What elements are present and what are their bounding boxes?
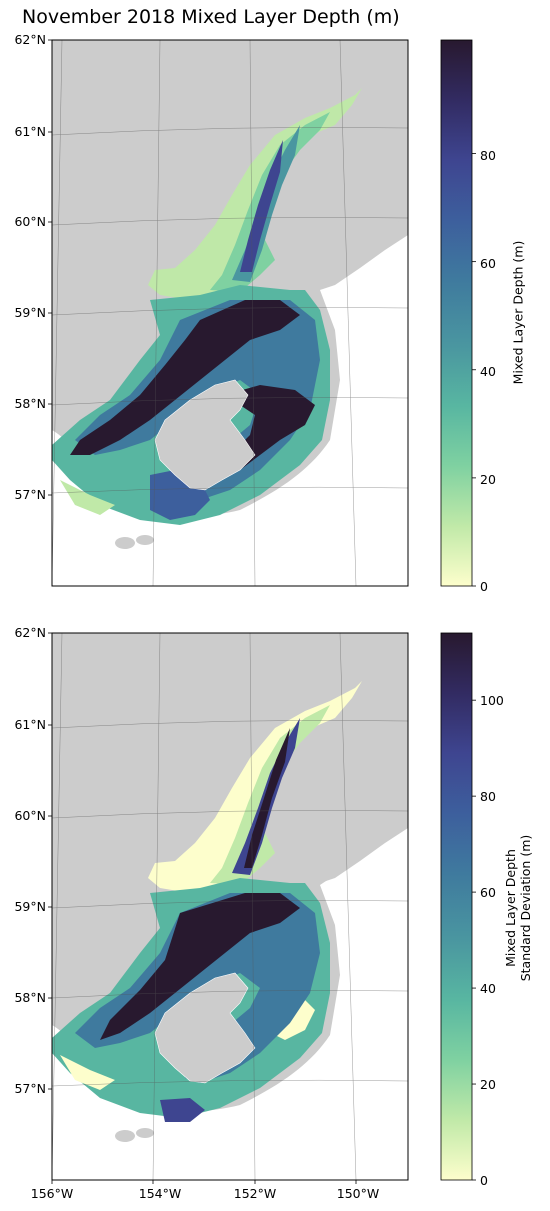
ocean-area [52,825,408,1180]
colorbar-tick: 40 [480,364,496,379]
lat-label: 60°N [14,808,46,823]
colorbar-tick: 20 [480,472,496,487]
colorbar-std [440,632,473,1181]
colorbar-tick: 60 [480,885,496,900]
lat-label: 62°N [14,32,46,47]
kodiak-island [154,379,256,491]
colorbar-label-mean: Mixed Layer Depth (m) [510,240,526,385]
figure-title: November 2018 Mixed Layer Depth (m) [22,6,400,28]
kenai-coast [320,215,408,290]
island [136,1128,154,1138]
map-frame-std [51,632,409,1181]
lon-label: 150°W [336,1186,380,1201]
lon-label: 154°W [138,1186,182,1201]
mld-field-std [52,681,362,1122]
kenai-coast [320,808,408,883]
lat-label: 61°N [14,717,46,732]
lon-label: 156°W [30,1186,74,1201]
lat-label: 61°N [14,124,46,139]
lat-label: 60°N [14,214,46,229]
colorbar-tick: 0 [480,579,488,594]
lat-label: 58°N [14,396,46,411]
colorbar-tick: 20 [480,1077,496,1092]
lat-label: 59°N [14,899,46,914]
kodiak-island [154,972,256,1084]
map-panel-std [52,633,408,1180]
island [136,535,154,545]
colorbar-tick: 100 [480,693,504,708]
island [115,1130,135,1142]
colorbar-tick: 80 [480,789,496,804]
lat-label: 59°N [14,305,46,320]
lat-label: 58°N [14,990,46,1005]
colorbar-tick: 80 [480,148,496,163]
island [115,537,135,549]
colorbar-tick: 0 [480,1173,488,1188]
colorbar-mean [440,39,473,587]
colorbar-tick: 60 [480,256,496,271]
graticule [52,40,408,586]
lat-label: 57°N [14,1081,46,1096]
colorbar-tick: 40 [480,981,496,996]
ocean-area [52,230,408,586]
lon-label: 152°W [233,1186,277,1201]
graticule [52,633,408,1180]
tick-marks [48,39,476,1184]
lat-label: 62°N [14,625,46,640]
lat-label: 57°N [14,487,46,502]
colorbar-label-std: Mixed Layer Depth Standard Deviation (m) [503,834,533,982]
map-panel-mean [52,40,408,586]
